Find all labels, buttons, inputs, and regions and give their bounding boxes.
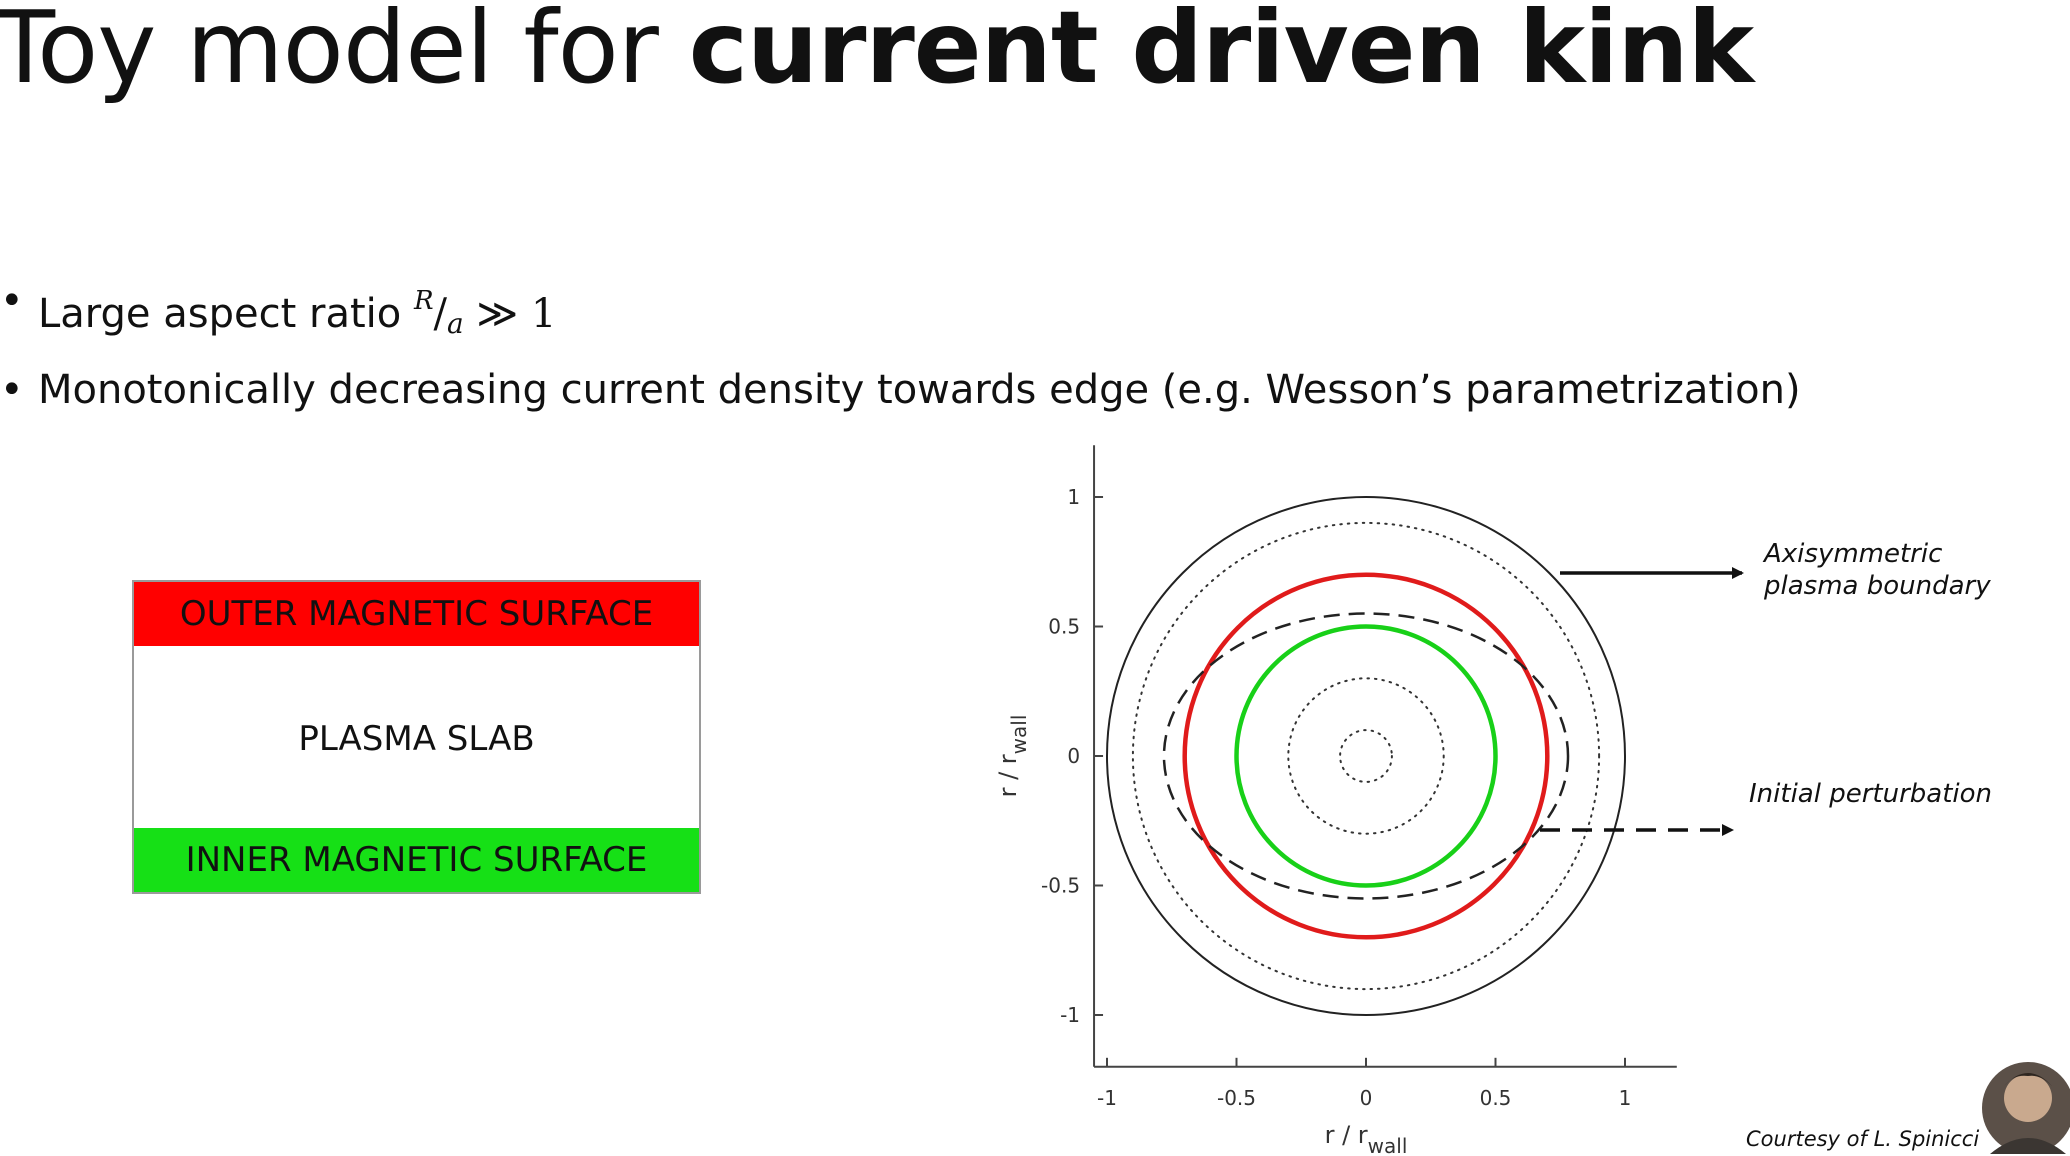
x-axis-label: r / rwall — [1325, 1121, 1408, 1156]
bullet-marker: • — [0, 367, 24, 413]
bullet-2-text: Monotonically decreasing current density… — [38, 367, 1801, 413]
bullet-current-density: • Monotonically decreasing current densi… — [0, 357, 1801, 423]
boundary-annotation-line: Axisymmetric — [1762, 539, 1942, 569]
y-tick-label: -1 — [1060, 1003, 1080, 1027]
x-tick-label: -1 — [1097, 1086, 1117, 1110]
plot-curves — [1106, 496, 1626, 1016]
bullet-list: • Large aspect ratio R/a ≫ 1 • Monotonic… — [0, 268, 1801, 423]
y-axis-label: r / rwall — [994, 715, 1031, 798]
outer-surface-band: OUTER MAGNETIC SURFACE — [134, 582, 699, 646]
bullet-marker: • — [0, 278, 24, 324]
title-regular: Toy model for — [0, 0, 689, 106]
credit-text: Courtesy of L. Spinicci — [1746, 1127, 1979, 1151]
x-tick-label: 1 — [1619, 1086, 1632, 1110]
bullet-1-text: Large aspect ratio — [38, 291, 414, 337]
formula-relation: ≫ 1 — [463, 291, 557, 337]
y-tick-label: 0.5 — [1048, 615, 1080, 639]
aspect-ratio-formula: R/a ≫ 1 — [413, 286, 557, 340]
wall-curve — [1106, 496, 1626, 1016]
y-tick-label: -0.5 — [1041, 874, 1080, 898]
y-tick-label: 0 — [1067, 744, 1080, 768]
x-tick-label: 0 — [1360, 1086, 1373, 1110]
presenter-avatar — [1982, 1062, 2070, 1154]
flux-3-curve — [1339, 729, 1393, 783]
plot-axes: -1 -0.5 0 0.5 1 1 0.5 0 -0.5 -1 r / rwall r / rwall — [994, 445, 1677, 1156]
flux-1-curve — [1131, 521, 1601, 991]
title-bold: current driven kink — [688, 0, 1754, 106]
inner-surface-band: INNER MAGNETIC SURFACE — [134, 828, 699, 892]
outer-surface-curve — [1182, 572, 1550, 940]
x-tick-label: 0.5 — [1480, 1086, 1512, 1110]
perturbation-annotation-line: Initial perturbation — [1749, 779, 1992, 809]
x-tick-label: -0.5 — [1217, 1086, 1256, 1110]
plasma-slab-diagram: OUTER MAGNETIC SURFACE PLASMA SLAB INNER… — [132, 580, 701, 894]
flux-2-curve — [1287, 677, 1445, 835]
boundary-annotation-line: plasma boundary — [1763, 571, 1991, 601]
formula-numerator: R — [413, 286, 434, 316]
y-tick-label: 1 — [1067, 485, 1080, 509]
x-axis-label-subscript: wall — [1368, 1134, 1408, 1156]
plasma-slab-label: PLASMA SLAB — [298, 719, 535, 759]
slide-title: Toy model for current driven kink — [0, 0, 1754, 106]
formula-denominator: a — [447, 307, 464, 340]
perturbation-curve — [1162, 612, 1570, 900]
inner-surface-curve — [1234, 624, 1498, 888]
y-axis-label-subscript: wall — [1007, 715, 1031, 755]
bullet-aspect-ratio: • Large aspect ratio R/a ≫ 1 — [0, 268, 1801, 357]
